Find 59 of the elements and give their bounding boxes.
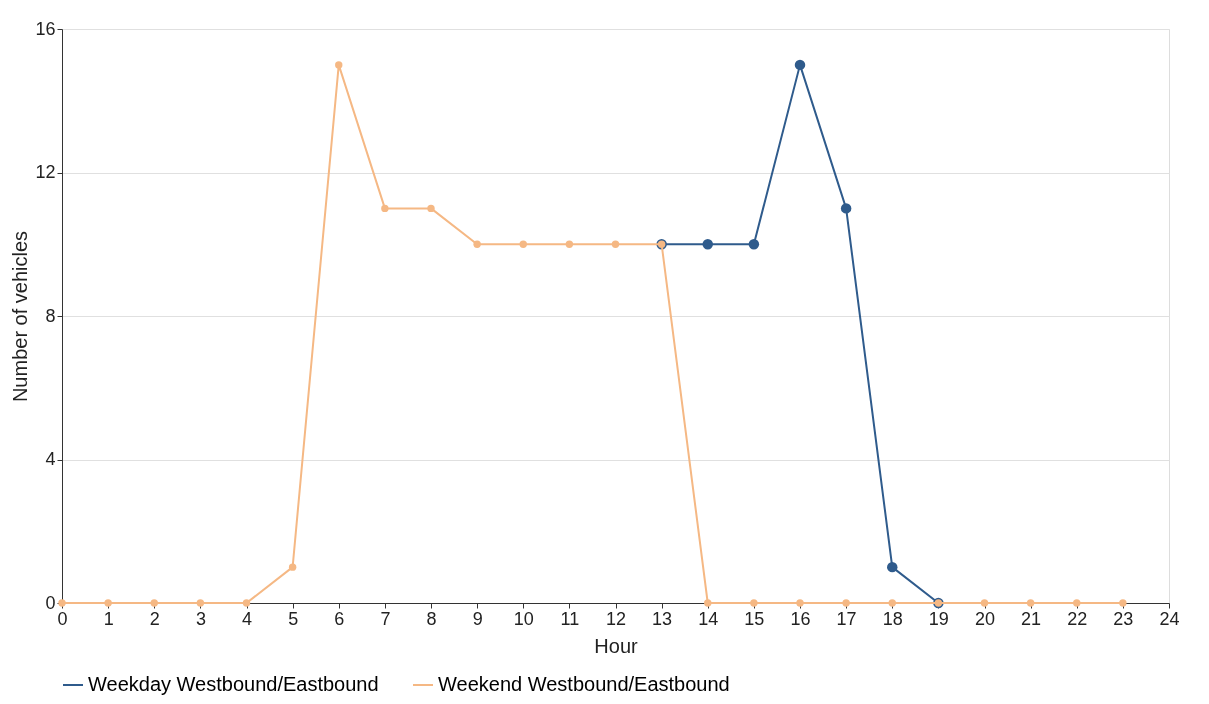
- point: [519, 240, 527, 248]
- point: [980, 599, 989, 607]
- x-tick-label: 22: [1067, 608, 1088, 629]
- y-tick-label: 16: [35, 18, 56, 39]
- x-tick-label: 18: [882, 608, 903, 629]
- point: [288, 563, 297, 571]
- point: [840, 203, 852, 214]
- point: [196, 599, 205, 607]
- x-tick-label: 10: [513, 608, 534, 629]
- x-tick-label: 11: [560, 608, 580, 629]
- point: [842, 599, 850, 607]
- point: [888, 599, 896, 607]
- point: [381, 204, 389, 213]
- point: [750, 599, 758, 607]
- point: [427, 204, 435, 213]
- x-axis-title: Hour: [594, 634, 639, 657]
- point: [104, 599, 112, 607]
- point: [748, 239, 760, 250]
- point: [887, 561, 898, 573]
- x-tick-label: 21: [1021, 608, 1042, 629]
- point: [335, 61, 343, 69]
- x-tick-label: 5: [288, 608, 299, 629]
- y-axis-title: Number of vehicles: [9, 230, 32, 403]
- point: [565, 240, 574, 248]
- x-tick-label: 4: [241, 608, 253, 629]
- x-tick-label: 16: [790, 608, 811, 629]
- x-tick-label: 9: [472, 608, 483, 629]
- x-tick-label: 1: [103, 608, 114, 629]
- point: [794, 59, 806, 71]
- x-tick-label: 12: [605, 608, 627, 629]
- point: [1026, 599, 1035, 607]
- x-tick-label: 14: [698, 608, 719, 629]
- x-tick-label: 13: [652, 608, 673, 629]
- legend-label: Weekday Westbound/Eastbound: [88, 673, 379, 695]
- x-tick-label: 23: [1113, 608, 1134, 629]
- point: [702, 239, 713, 250]
- x-tick-label: 7: [380, 608, 391, 629]
- point: [242, 599, 251, 607]
- x-tick-label: 8: [426, 608, 437, 629]
- x-tick-label: 15: [744, 608, 765, 629]
- y-tick-label: 4: [45, 449, 56, 469]
- x-tick-label: 17: [836, 608, 857, 629]
- point: [796, 599, 804, 607]
- point: [150, 599, 158, 607]
- point: [1119, 599, 1127, 607]
- point: [704, 599, 712, 607]
- x-tick-label: 3: [195, 608, 206, 629]
- x-tick-label: 24: [1159, 608, 1180, 629]
- legend-label: Weekend Westbound/Eastbound: [438, 673, 730, 695]
- point: [1073, 599, 1081, 607]
- x-tick-label: 2: [149, 608, 160, 629]
- point: [473, 240, 481, 248]
- y-tick-label: 12: [35, 162, 56, 182]
- x-tick-label: 6: [334, 608, 345, 629]
- y-tick-label: 0: [45, 592, 56, 613]
- point: [611, 240, 620, 248]
- x-tick-label: 20: [974, 608, 996, 629]
- y-tick-label: 8: [45, 305, 56, 326]
- x-tick-label: 19: [928, 608, 949, 629]
